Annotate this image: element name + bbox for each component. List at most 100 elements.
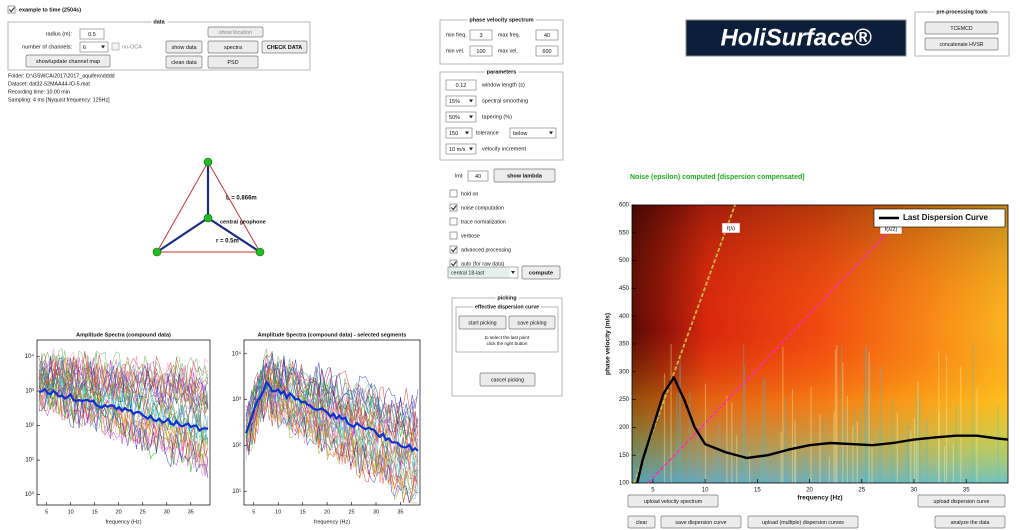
button[interactable]	[261, 40, 308, 54]
check-mark	[450, 205, 457, 211]
x-axis-label: frequency (Hz)	[105, 519, 141, 525]
spectrum-streak	[960, 366, 962, 483]
dropdown[interactable]	[445, 95, 477, 107]
button[interactable]	[493, 168, 556, 183]
x-tick-label: 5	[252, 509, 255, 515]
trace	[38, 381, 209, 459]
button[interactable]	[627, 494, 719, 508]
label: r = 0.5m	[216, 239, 239, 245]
input-value: 100	[476, 49, 485, 55]
spectrum-streak	[972, 343, 974, 483]
dropdown-value: 50%	[449, 115, 460, 121]
spectrum-streak	[679, 355, 681, 483]
dropdown[interactable]	[79, 41, 109, 53]
dropdown-value: central 18-last	[451, 270, 485, 276]
input[interactable]	[79, 28, 105, 40]
button[interactable]	[934, 515, 1006, 529]
trace	[38, 348, 209, 392]
button[interactable]	[165, 55, 203, 69]
label: velocity increment	[482, 146, 526, 152]
label: lmt	[455, 173, 463, 179]
dropdown[interactable]	[445, 143, 477, 155]
button[interactable]	[479, 372, 536, 387]
checkbox[interactable]	[449, 189, 458, 198]
y-tick-label: 10³	[25, 389, 34, 395]
button-label: analyze the data	[951, 520, 990, 526]
spectrum-streak	[907, 423, 909, 483]
group-title-bg	[484, 68, 519, 76]
spectrum-streak	[794, 443, 796, 483]
input-value: 3	[479, 33, 482, 39]
label: max freq.	[498, 32, 520, 38]
spectrum-streak	[736, 435, 738, 483]
dropdown[interactable]	[445, 127, 473, 139]
mean-trace	[244, 380, 419, 453]
dropdown[interactable]	[447, 266, 519, 279]
trace	[245, 368, 419, 462]
geophone	[203, 157, 213, 167]
spectrum-streak	[762, 379, 764, 483]
input[interactable]	[467, 170, 489, 182]
checkbox[interactable]	[449, 203, 458, 212]
button[interactable]	[207, 40, 259, 54]
button[interactable]	[207, 26, 264, 38]
check-mark	[450, 247, 457, 253]
button[interactable]	[458, 315, 507, 330]
checkbox[interactable]	[449, 231, 458, 240]
spectrum-streak	[938, 412, 940, 483]
label: verbose	[461, 233, 480, 239]
trace	[38, 367, 209, 427]
input[interactable]	[535, 29, 559, 41]
input-value: 40	[475, 174, 481, 180]
dropdown-arrow	[469, 115, 473, 119]
spectrum-streak	[853, 409, 855, 483]
dropdown[interactable]	[509, 127, 557, 139]
spectrum-streak	[823, 417, 825, 483]
input[interactable]	[469, 29, 493, 41]
group-title-bg	[472, 303, 542, 311]
spectrum-streak	[864, 348, 866, 483]
trace	[38, 374, 209, 453]
y-tick-label: 10³	[232, 397, 241, 403]
x-tick-label: 20	[116, 509, 122, 515]
spectrum-streak	[676, 392, 678, 483]
button[interactable]	[521, 265, 561, 280]
button[interactable]	[165, 40, 203, 54]
y-tick-label: 200	[619, 425, 630, 431]
button[interactable]	[917, 494, 1006, 508]
spectrum-streak	[726, 395, 728, 483]
spectrum-streak	[794, 420, 796, 483]
x-tick-label: 30	[373, 509, 379, 515]
spectrum-streak	[865, 343, 867, 483]
checkbox[interactable]	[449, 245, 458, 254]
dropdown[interactable]	[445, 111, 477, 123]
button[interactable]	[627, 515, 656, 529]
spectrum-streak	[938, 351, 940, 483]
half-lambda-line	[647, 227, 893, 484]
button[interactable]	[924, 37, 999, 51]
trace	[245, 383, 419, 479]
trace	[38, 388, 209, 479]
spectrum-streak	[670, 344, 672, 483]
button-label: clear	[636, 520, 648, 526]
button-label: show data	[171, 45, 197, 51]
input[interactable]	[469, 45, 493, 57]
checkbox[interactable]	[449, 217, 458, 226]
checkbox[interactable]	[7, 5, 16, 14]
button[interactable]	[924, 21, 999, 35]
input[interactable]	[445, 79, 477, 91]
label: min vel.	[446, 48, 464, 54]
button[interactable]	[25, 54, 111, 68]
label: noise computation	[461, 205, 504, 211]
check-mark	[450, 261, 457, 267]
button[interactable]	[747, 515, 859, 529]
trace	[245, 389, 419, 504]
label: to select the last point	[485, 335, 530, 340]
input[interactable]	[535, 45, 559, 57]
button[interactable]	[508, 315, 556, 330]
button[interactable]	[207, 55, 259, 69]
button-label: concatenate HVSR	[939, 42, 983, 48]
button[interactable]	[660, 515, 742, 529]
trace	[38, 361, 209, 414]
y-tick-label: 10¹	[232, 489, 241, 495]
